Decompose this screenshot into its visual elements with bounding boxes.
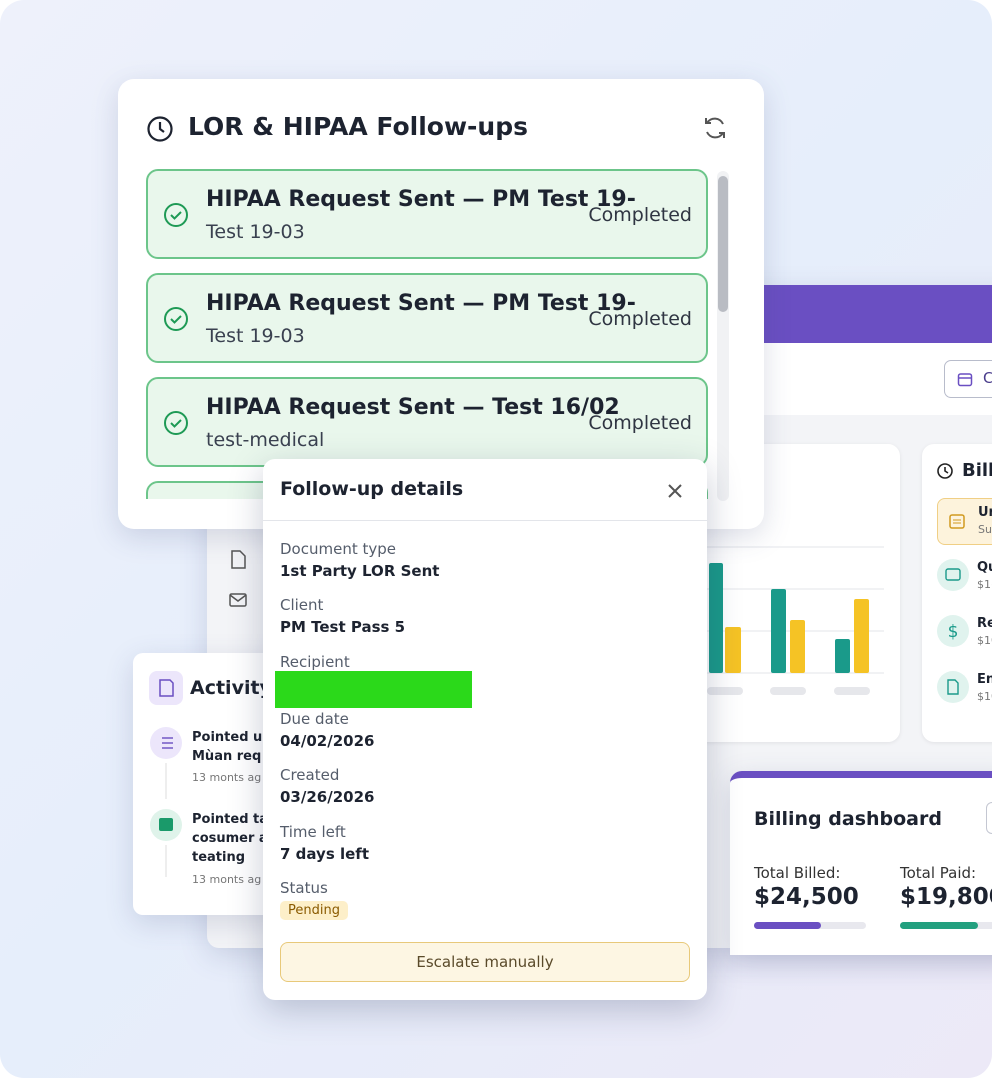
popup-title: Follow-up details xyxy=(280,478,464,500)
field-label: Time left xyxy=(280,823,346,841)
item-subtitle: $10 xyxy=(977,634,992,647)
refresh-icon[interactable] xyxy=(701,114,729,142)
item-title: HIPAA Request Sent — PM Test 19- xyxy=(206,291,636,316)
alert-item[interactable]: Ur Sul xyxy=(937,498,992,545)
item-subtitle: test-medical xyxy=(206,429,325,451)
clock-icon xyxy=(937,463,953,479)
redaction xyxy=(275,671,472,708)
details-popup: Follow-up details Document type 1st Part… xyxy=(263,459,707,1000)
clock-icon xyxy=(147,116,173,142)
activity-text: Mùan req xyxy=(192,749,262,764)
item-status: Completed xyxy=(588,204,692,226)
chat-icon xyxy=(937,559,969,591)
followup-item[interactable]: HIPAA Request Sent — Test 16/02 test-med… xyxy=(146,377,708,467)
timeline xyxy=(150,727,182,877)
field-value: PM Test Pass 5 xyxy=(280,618,406,636)
panel-title: Billi xyxy=(962,460,992,481)
followups-card: LOR & HIPAA Follow-ups HIPAA Request Sen… xyxy=(118,79,764,529)
billing-dashboard: Billing dashboard Total Billed: $24,500 … xyxy=(730,771,992,955)
field-value: 03/26/2026 xyxy=(280,788,375,806)
item-title: HIPAA Request Sent — Test 16/02 xyxy=(206,395,620,420)
field-label: Due date xyxy=(280,710,349,728)
svg-text:$: $ xyxy=(948,622,959,642)
billing-panel: Billi Ur Sul Qu $1( $ Re $10 En $10 xyxy=(922,444,992,742)
calendar-icon xyxy=(957,373,973,387)
metric-label: Total Paid: xyxy=(900,864,977,882)
field-value: 04/02/2026 xyxy=(280,732,375,750)
field-label: Document type xyxy=(280,540,396,558)
activity-time: 13 monts ag xyxy=(192,873,262,886)
metric-value: $24,500 xyxy=(754,884,859,910)
item-subtitle: $1( xyxy=(977,578,992,591)
dollar-icon: $ xyxy=(937,615,969,647)
card-title: Billing dashboard xyxy=(754,808,942,830)
field-label: Recipient xyxy=(280,653,350,671)
escalate-button[interactable]: Escalate manually xyxy=(280,942,690,982)
activity-icon xyxy=(149,671,183,705)
field-label: Created xyxy=(280,766,340,784)
metric-label: Total Billed: xyxy=(754,864,841,882)
field-value: 1st Party LOR Sent xyxy=(280,562,440,580)
activity-text: teating xyxy=(192,850,246,865)
item-subtitle: Test 19-03 xyxy=(206,325,305,347)
menu-button[interactable] xyxy=(986,802,992,834)
activity-text: Pointed un xyxy=(192,730,272,745)
doc-icon xyxy=(937,671,969,703)
field-value: 7 days left xyxy=(280,845,369,863)
side-icons xyxy=(229,550,247,607)
followup-item[interactable]: HIPAA Request Sent — PM Test 19- Test 19… xyxy=(146,169,708,259)
divider xyxy=(263,520,707,521)
field-label: Status xyxy=(280,879,328,897)
progress-track xyxy=(754,922,866,929)
item-subtitle: Test 19-03 xyxy=(206,221,305,243)
progress-track xyxy=(900,922,992,929)
button-label: C xyxy=(983,369,992,387)
item-subtitle: Sul xyxy=(978,523,992,536)
item-title: Re xyxy=(977,616,992,631)
item-title: HIPAA Request Sent — PM Test 19- xyxy=(206,187,636,212)
activity-time: 13 monts ag xyxy=(192,771,262,784)
date-button[interactable]: C xyxy=(944,360,992,398)
close-icon[interactable] xyxy=(665,481,685,501)
item-title: Ur xyxy=(978,505,992,520)
item-status: Completed xyxy=(588,308,692,330)
bar-chart xyxy=(707,546,884,695)
status-badge: Pending xyxy=(280,901,348,920)
activity-text: cosumer ar xyxy=(192,831,275,846)
item-status: Completed xyxy=(588,412,692,434)
check-icon xyxy=(164,203,188,227)
list: HIPAA Request Sent — PM Test 19- Test 19… xyxy=(118,169,738,499)
scrollbar[interactable] xyxy=(717,171,729,501)
check-icon xyxy=(164,307,188,331)
item-subtitle: $10 xyxy=(977,690,992,703)
item-title: Qu xyxy=(977,560,992,575)
activity-text: Pointed tas xyxy=(192,812,276,827)
card-title: LOR & HIPAA Follow-ups xyxy=(188,112,529,141)
card-title: Activity xyxy=(190,677,272,699)
field-label: Client xyxy=(280,596,324,614)
followup-item[interactable]: HIPAA Request Sent — PM Test 19- Test 19… xyxy=(146,273,708,363)
calendar-icon xyxy=(949,514,965,529)
check-icon xyxy=(164,411,188,435)
metric-value: $19,800 xyxy=(900,884,992,910)
item-title: En xyxy=(977,672,992,687)
